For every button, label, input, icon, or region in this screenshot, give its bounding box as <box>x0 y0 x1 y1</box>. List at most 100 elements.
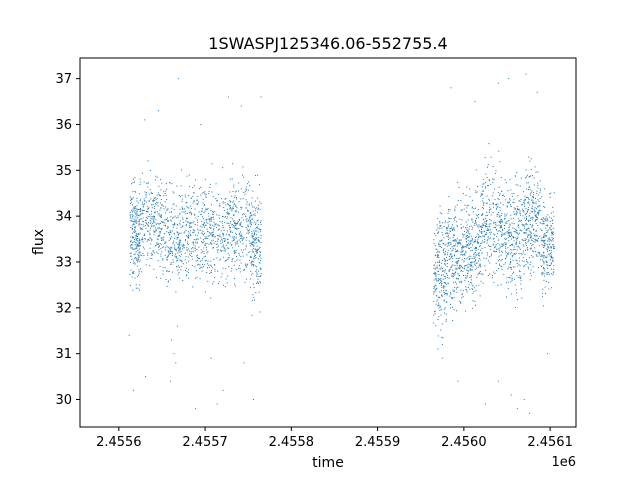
data-point <box>236 229 238 231</box>
data-point <box>160 255 162 257</box>
data-point <box>439 205 441 207</box>
data-point <box>454 210 456 212</box>
data-point <box>207 237 209 239</box>
data-point <box>243 237 245 239</box>
data-point <box>482 274 484 276</box>
data-point <box>541 272 543 274</box>
data-point <box>460 239 462 241</box>
data-point <box>233 236 235 238</box>
data-point <box>257 237 259 239</box>
data-point <box>212 267 214 269</box>
data-point <box>537 214 539 216</box>
data-point <box>160 215 162 217</box>
x-tick-label: 2.4556 <box>96 435 142 450</box>
data-point <box>468 228 470 230</box>
data-point <box>236 259 238 261</box>
data-point <box>471 228 473 230</box>
data-point <box>208 243 210 245</box>
data-point <box>507 253 509 255</box>
data-point <box>496 213 498 215</box>
data-point <box>131 246 133 248</box>
data-point <box>144 191 146 193</box>
data-point <box>158 234 160 236</box>
data-point <box>144 200 146 202</box>
data-point <box>441 336 443 338</box>
data-point <box>158 223 160 225</box>
data-point <box>458 281 460 283</box>
data-point <box>154 227 156 229</box>
data-point <box>538 245 540 247</box>
data-point <box>549 249 551 251</box>
data-point <box>144 234 146 236</box>
data-point <box>506 206 508 208</box>
data-point <box>133 222 135 224</box>
data-point <box>486 195 488 197</box>
data-point <box>527 262 529 264</box>
data-point <box>144 238 146 240</box>
data-point <box>219 249 221 251</box>
data-point <box>433 301 435 303</box>
data-points <box>128 73 555 414</box>
data-point <box>535 171 537 173</box>
data-point <box>548 288 550 290</box>
data-point <box>537 194 539 196</box>
data-point <box>234 223 236 225</box>
data-point <box>145 219 147 221</box>
data-point <box>458 242 460 244</box>
data-point <box>189 205 191 207</box>
data-point <box>256 250 258 252</box>
data-point <box>141 271 143 273</box>
data-point <box>464 254 466 256</box>
data-point <box>257 219 259 221</box>
data-point <box>536 192 538 194</box>
data-point <box>163 236 165 238</box>
data-point <box>157 246 159 248</box>
data-point <box>186 218 188 220</box>
data-point <box>525 242 527 244</box>
x-tick-label: 2.4560 <box>441 435 487 450</box>
data-point <box>163 195 165 197</box>
data-point <box>250 270 252 272</box>
data-point <box>449 237 451 239</box>
data-point <box>530 191 532 193</box>
data-point <box>216 247 218 249</box>
data-point <box>548 253 550 255</box>
data-point <box>474 263 476 265</box>
data-point <box>149 234 151 236</box>
data-point <box>190 222 192 224</box>
data-point <box>443 274 445 276</box>
data-point <box>461 209 463 211</box>
data-point <box>235 223 237 225</box>
data-point <box>137 202 139 204</box>
data-point <box>147 208 149 210</box>
data-point <box>239 259 241 261</box>
data-point <box>537 187 539 189</box>
data-point <box>499 227 501 229</box>
data-point <box>493 281 495 283</box>
data-point <box>256 275 258 277</box>
data-point <box>533 194 535 196</box>
data-point <box>447 243 449 245</box>
data-point <box>539 198 541 200</box>
data-point <box>544 233 546 235</box>
data-point <box>470 250 472 252</box>
data-point <box>157 243 159 245</box>
data-point <box>246 221 248 223</box>
data-point <box>204 224 206 226</box>
data-point <box>209 233 211 235</box>
data-point <box>210 220 212 222</box>
data-point <box>547 246 549 248</box>
data-point <box>464 310 466 312</box>
data-point <box>463 246 465 248</box>
data-point <box>142 223 144 225</box>
data-point <box>192 187 194 189</box>
data-point <box>441 239 443 241</box>
data-point <box>227 222 229 224</box>
data-point <box>161 204 163 206</box>
data-point <box>167 270 169 272</box>
data-point <box>201 224 203 226</box>
data-point <box>226 282 228 284</box>
data-point <box>434 273 436 275</box>
data-point <box>459 218 461 220</box>
data-point <box>257 281 259 283</box>
